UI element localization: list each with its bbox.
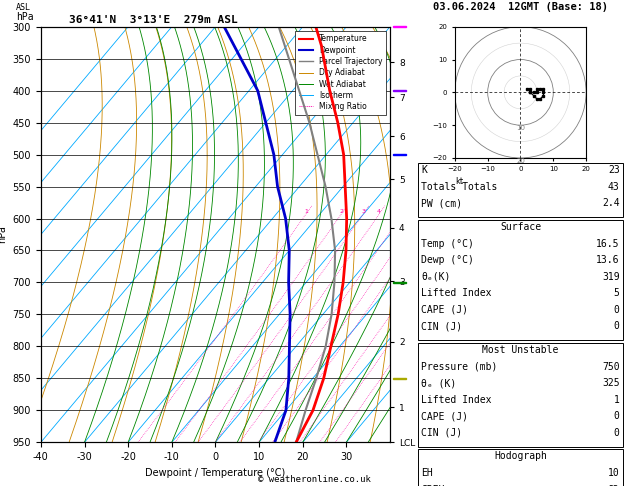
Text: 319: 319 bbox=[602, 272, 620, 282]
Text: θₑ (K): θₑ (K) bbox=[421, 378, 457, 388]
Text: 62: 62 bbox=[608, 485, 620, 486]
Text: 8: 8 bbox=[418, 209, 422, 214]
Text: K: K bbox=[421, 165, 427, 175]
Text: 2.4: 2.4 bbox=[602, 198, 620, 208]
Text: Dewp (°C): Dewp (°C) bbox=[421, 255, 474, 265]
Text: 15: 15 bbox=[455, 209, 463, 214]
Text: 6: 6 bbox=[401, 209, 404, 214]
Text: 1: 1 bbox=[614, 395, 620, 405]
Y-axis label: hPa: hPa bbox=[0, 226, 7, 243]
Text: Surface: Surface bbox=[500, 222, 541, 232]
Text: 4: 4 bbox=[377, 209, 381, 214]
Text: 13.6: 13.6 bbox=[596, 255, 620, 265]
Text: Lifted Index: Lifted Index bbox=[421, 395, 492, 405]
Text: hPa: hPa bbox=[16, 12, 33, 22]
Text: Temp (°C): Temp (°C) bbox=[421, 239, 474, 249]
Text: 325: 325 bbox=[602, 378, 620, 388]
Text: Lifted Index: Lifted Index bbox=[421, 288, 492, 298]
Text: 20: 20 bbox=[516, 158, 525, 164]
Text: SREH: SREH bbox=[421, 485, 445, 486]
Text: 10: 10 bbox=[430, 209, 437, 214]
Text: 3: 3 bbox=[361, 209, 365, 214]
Text: 750: 750 bbox=[602, 362, 620, 372]
Text: Most Unstable: Most Unstable bbox=[482, 345, 559, 355]
Text: 10: 10 bbox=[608, 468, 620, 478]
Legend: Temperature, Dewpoint, Parcel Trajectory, Dry Adiabat, Wet Adiabat, Isotherm, Mi: Temperature, Dewpoint, Parcel Trajectory… bbox=[295, 31, 386, 115]
Text: 1: 1 bbox=[304, 209, 308, 214]
Text: 23: 23 bbox=[608, 165, 620, 175]
Text: CIN (J): CIN (J) bbox=[421, 428, 462, 438]
Text: 20: 20 bbox=[474, 209, 482, 214]
Text: 2: 2 bbox=[339, 209, 343, 214]
Text: PW (cm): PW (cm) bbox=[421, 198, 462, 208]
Text: CAPE (J): CAPE (J) bbox=[421, 411, 469, 421]
Text: 0: 0 bbox=[614, 411, 620, 421]
Text: 0: 0 bbox=[614, 428, 620, 438]
Text: km
ASL: km ASL bbox=[16, 0, 31, 12]
Text: Hodograph: Hodograph bbox=[494, 451, 547, 462]
Text: 5: 5 bbox=[614, 288, 620, 298]
Text: Pressure (mb): Pressure (mb) bbox=[421, 362, 498, 372]
Text: 0: 0 bbox=[614, 321, 620, 331]
X-axis label: Dewpoint / Temperature (°C): Dewpoint / Temperature (°C) bbox=[145, 468, 286, 478]
X-axis label: kt: kt bbox=[455, 177, 463, 186]
Text: EH: EH bbox=[421, 468, 433, 478]
Text: 10: 10 bbox=[516, 125, 525, 131]
Text: Totals Totals: Totals Totals bbox=[421, 182, 498, 192]
Text: 43: 43 bbox=[608, 182, 620, 192]
Text: 03.06.2024  12GMT (Base: 18): 03.06.2024 12GMT (Base: 18) bbox=[433, 2, 608, 12]
Text: 0: 0 bbox=[614, 305, 620, 315]
Text: 36°41'N  3°13'E  279m ASL: 36°41'N 3°13'E 279m ASL bbox=[69, 15, 238, 25]
Text: CAPE (J): CAPE (J) bbox=[421, 305, 469, 315]
Text: θₑ(K): θₑ(K) bbox=[421, 272, 451, 282]
Text: 16.5: 16.5 bbox=[596, 239, 620, 249]
Text: CIN (J): CIN (J) bbox=[421, 321, 462, 331]
Text: 25: 25 bbox=[489, 209, 497, 214]
Text: © weatheronline.co.uk: © weatheronline.co.uk bbox=[258, 474, 371, 484]
